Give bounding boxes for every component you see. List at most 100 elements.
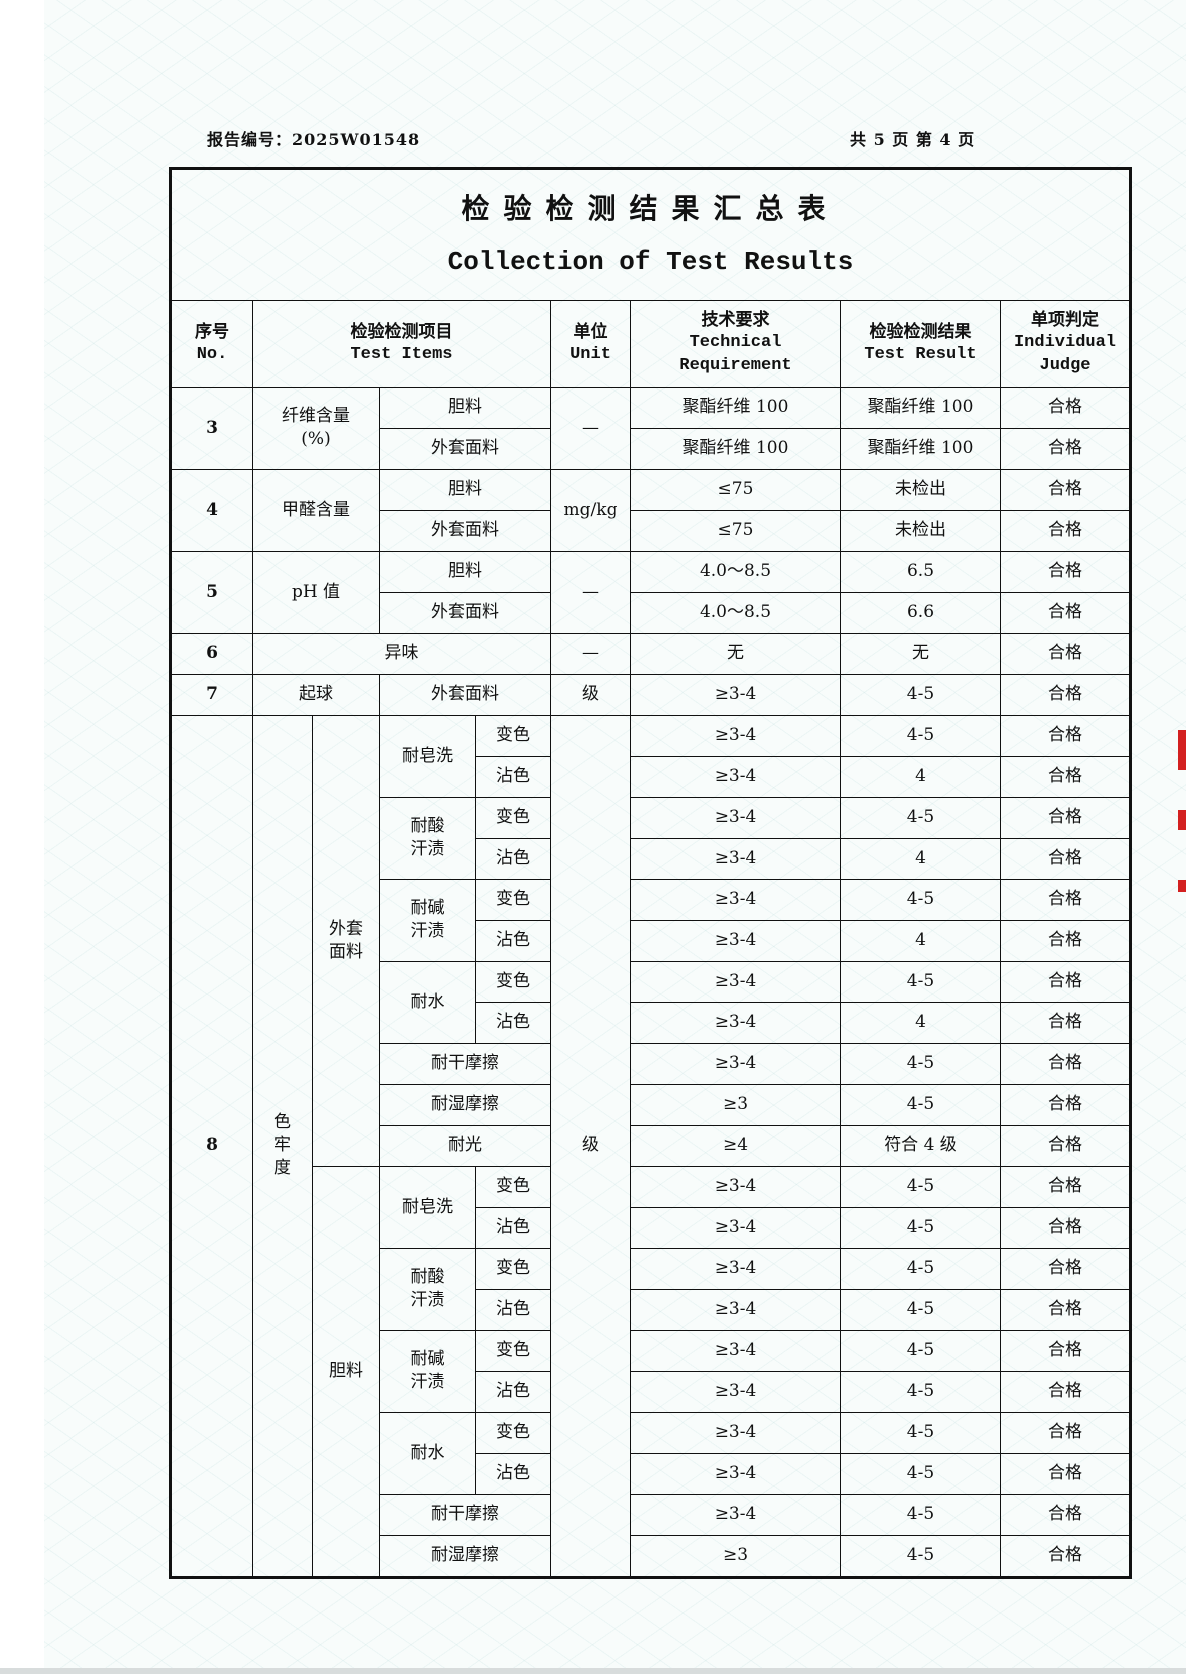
requirement-cell: ≥3-4	[630, 714, 841, 757]
col-judge: 单项判定 Individual Judge	[999, 299, 1132, 388]
judge-cell: 合格	[999, 1247, 1132, 1290]
requirement-cell: ≥3-4	[630, 755, 841, 798]
test-name: 耐碱 汗渍	[379, 1329, 476, 1413]
col-req-en: Technical Requirement	[679, 333, 792, 376]
test-aspect: 沾色	[475, 1206, 551, 1249]
col-items: 检验检测项目 Test Items	[252, 299, 551, 388]
test-name: 耐干摩擦	[379, 1042, 551, 1085]
judge-cell: 合格	[999, 1534, 1132, 1578]
judge-cell: 合格	[999, 1288, 1132, 1331]
table-row: 7 起球 外套面料级 ≥3-4 4-5 合格	[170, 673, 1132, 716]
test-name: 耐水	[379, 960, 476, 1044]
col-requirement: 技术要求 Technical Requirement	[630, 299, 841, 388]
col-unit-en: Unit	[570, 344, 611, 364]
judge-cell: 合格	[999, 837, 1132, 880]
item-name: 色 牢 度	[252, 714, 313, 1578]
test-name: 耐皂洗	[379, 714, 476, 798]
table-row: 5 pH 值胆料 —4.0～8.5 6.5 合格	[170, 550, 1132, 634]
result-cell: 未检出	[840, 468, 1001, 511]
col-result-en: Test Result	[864, 344, 977, 364]
test-aspect: 沾色	[475, 1452, 551, 1495]
seal-fragment	[1178, 730, 1186, 770]
result-cell: 4-5	[840, 1165, 1001, 1208]
col-judge-zh: 单项判定	[1031, 310, 1099, 331]
item-part: 胆料	[379, 386, 551, 429]
table-row: 耐碱 汗渍 变色 ≥3-4 4-5 合格	[171, 1329, 1132, 1413]
test-name: 耐皂洗	[379, 1165, 476, 1249]
table-title: 检验检测结果汇总表 Collection of Test Results	[169, 168, 1132, 301]
judge-cell: 合格	[999, 1329, 1132, 1372]
result-cell: 4	[840, 1001, 1001, 1044]
group-part: 胆料	[312, 1165, 380, 1578]
table-row: 3 纤维含量 (%) 胆料 — 聚酯纤维 100 聚酯纤维 100 合格	[170, 386, 1132, 470]
table-row: 沾色 ≥3-4 4-5 合格	[171, 1452, 1132, 1495]
requirement-cell: ≥3-4	[630, 1370, 841, 1413]
judge-cell: 合格	[999, 1165, 1132, 1208]
result-cell: 6.6	[840, 591, 1001, 634]
result-cell: 4-5	[840, 878, 1001, 921]
result-cell: 4-5	[840, 1534, 1001, 1578]
item-no: 8	[170, 714, 253, 1578]
result-cell: 6.5	[840, 550, 1001, 593]
item-unit: 级	[550, 673, 631, 716]
seal-fragment	[1178, 880, 1186, 892]
group-part: 外套 面料	[312, 714, 380, 1167]
requirement-cell: ≥3-4	[630, 878, 841, 921]
result-cell: 4-5	[840, 1411, 1001, 1454]
header-row: 序号 No. 检验检测项目 Test Items 单位 Unit 技术要求 Techni…	[170, 299, 1132, 388]
requirement-cell: ≥3-4	[630, 673, 841, 716]
table-row: 耐干摩擦 ≥3-4 4-5 合格	[171, 1493, 1132, 1536]
test-aspect: 沾色	[475, 755, 551, 798]
judge-cell: 合格	[999, 1493, 1132, 1536]
test-aspect: 变色	[475, 878, 551, 921]
table-row: 外套面料 聚酯纤维 100 聚酯纤维 100 合格	[171, 427, 1132, 470]
page-indicator: 共 5 页 第 4 页	[850, 130, 976, 149]
col-no: 序号 No.	[170, 299, 253, 388]
result-cell: 4-5	[840, 1206, 1001, 1249]
item-no: 3	[170, 386, 253, 470]
result-cell: 4-5	[840, 1247, 1001, 1290]
table-row: 外套面料 ≤75 未检出 合格	[171, 509, 1132, 552]
result-cell: 未检出	[840, 509, 1001, 552]
requirement-cell: 4.0～8.5	[630, 550, 841, 593]
requirement-cell: ≥3-4	[630, 1165, 841, 1208]
test-name: 耐酸 汗渍	[379, 1247, 476, 1331]
table-row: 4 甲醛含量 胆料 mg/kg ≤75 未检出 合格	[170, 468, 1132, 552]
test-aspect: 变色	[475, 960, 551, 1003]
requirement-cell: ≥4	[630, 1124, 841, 1167]
requirement-cell: ≥3-4	[630, 1288, 841, 1331]
judge-cell: 合格	[999, 468, 1132, 511]
test-aspect: 沾色	[475, 1370, 551, 1413]
test-name: 耐水	[379, 1411, 476, 1495]
item-unit: mg/kg	[550, 468, 631, 552]
item-part: 外套面料	[379, 591, 551, 634]
item-no: 6	[170, 632, 253, 675]
judge-cell: 合格	[999, 1001, 1132, 1044]
requirement-cell: ≥3-4	[630, 1452, 841, 1495]
judge-cell: 合格	[999, 1206, 1132, 1249]
test-aspect: 变色	[475, 1247, 551, 1290]
item-part: 外套面料	[379, 427, 551, 470]
requirement-cell: ≥3-4	[630, 960, 841, 1003]
item-unit: 级	[550, 714, 631, 1578]
table-row: 沾色 ≥3-4 4-5 合格	[171, 1370, 1132, 1413]
col-items-zh: 检验检测项目	[350, 321, 453, 342]
table-row: 耐酸 汗渍 变色 ≥3-4 4-5 合格	[171, 796, 1132, 880]
col-unit: 单位 Unit	[550, 299, 631, 388]
test-aspect: 变色	[475, 1329, 551, 1372]
item-part: 胆料	[379, 468, 551, 511]
judge-cell: 合格	[999, 755, 1132, 798]
test-aspect: 变色	[475, 1165, 551, 1208]
test-name: 耐干摩擦	[379, 1493, 551, 1536]
requirement-cell: ≥3-4	[630, 796, 841, 839]
judge-cell: 合格	[999, 1124, 1132, 1167]
col-result-zh: 检验检测结果	[869, 321, 972, 342]
result-cell: 4-5	[840, 1329, 1001, 1372]
result-cell: 4-5	[840, 714, 1001, 757]
judge-cell: 合格	[999, 796, 1132, 839]
judge-cell: 合格	[999, 386, 1132, 429]
requirement-cell: 聚酯纤维 100	[630, 386, 841, 429]
requirement-cell: ≥3-4	[630, 1329, 841, 1372]
table-row: 6 异味 — 无无合格	[170, 632, 1132, 675]
table-row: 耐干摩擦 ≥3-4 4-5 合格	[171, 1042, 1132, 1085]
